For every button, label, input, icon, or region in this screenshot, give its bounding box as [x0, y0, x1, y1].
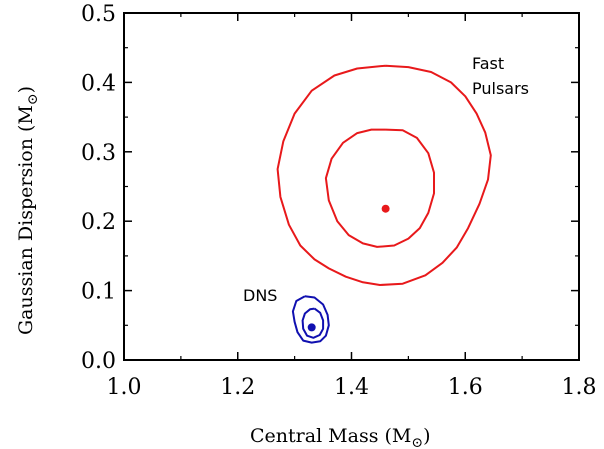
y-tick-label: 0.4 [81, 71, 116, 96]
y-tick-label: 0.1 [81, 280, 116, 305]
fast-pulsars-best-fit-point [381, 204, 390, 213]
series-label-fast-pulsars-line1: Fast [472, 54, 504, 73]
y-tick-label: 0.5 [81, 2, 116, 27]
dns-contour-2 [301, 307, 325, 339]
y-axis-close-paren: ) [15, 86, 37, 93]
dns-contour-1 [291, 295, 330, 344]
contour-layer [276, 64, 492, 344]
fast-pulsars-contour-1 [276, 64, 492, 286]
x-tick-label: 1.6 [448, 375, 483, 400]
y-tick-label: 0.2 [81, 210, 116, 235]
x-axis-close-paren: ) [423, 425, 430, 447]
x-tick-label: 1.4 [334, 375, 369, 400]
y-axis-label: Gaussian Dispersion (M⊙) [15, 86, 41, 335]
axis-ticks: 1.0 1.2 1.4 1.6 1.8 0.0 0.1 0.2 0.3 0.4 0.5 [81, 2, 597, 400]
y-tick-label: 0.0 [81, 349, 116, 374]
x-axis-label-text: Central Mass (M [250, 425, 411, 447]
x-tick-label: 1.2 [220, 375, 255, 400]
y-axis-label-text: Gaussian Dispersion (M [15, 105, 37, 335]
series-label-fast-pulsars-line2: Pulsars [472, 79, 529, 98]
series-label-dns: DNS [243, 286, 277, 305]
x-axis-sun-symbol: ⊙ [411, 435, 423, 449]
plot-frame [123, 12, 580, 361]
x-tick-label: 1.8 [562, 375, 597, 400]
x-axis-label: Central Mass (M⊙) [250, 425, 431, 449]
y-axis-sun-symbol: ⊙ [25, 93, 41, 105]
fast-pulsars-contour-2 [324, 128, 435, 248]
best-fit-points [307, 204, 390, 332]
x-tick-label: 1.0 [107, 375, 142, 400]
dns-best-fit-point [307, 323, 316, 332]
y-tick-label: 0.3 [81, 141, 116, 166]
